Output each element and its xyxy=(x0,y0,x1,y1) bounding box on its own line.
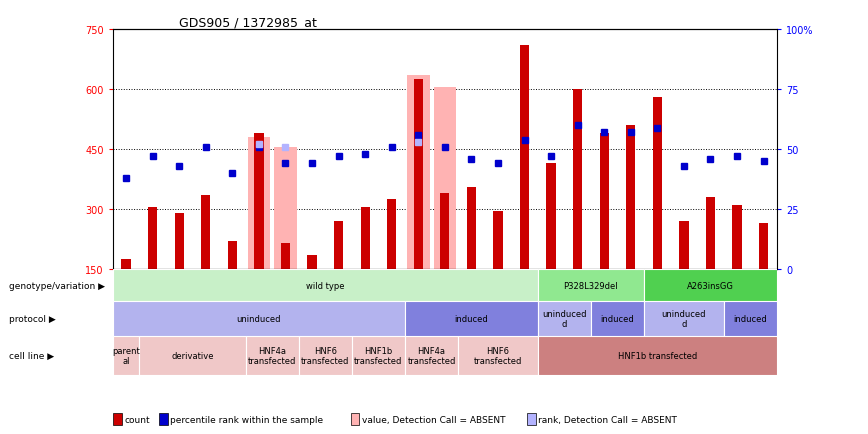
Bar xyxy=(520,46,529,269)
Bar xyxy=(299,336,352,375)
Bar xyxy=(759,224,768,269)
Bar xyxy=(122,259,131,269)
Bar xyxy=(733,205,741,269)
Bar xyxy=(644,269,777,302)
Bar xyxy=(653,98,662,269)
Text: percentile rank within the sample: percentile rank within the sample xyxy=(170,415,323,424)
Bar xyxy=(352,336,405,375)
Bar xyxy=(591,302,644,336)
Bar xyxy=(387,200,397,269)
Bar xyxy=(433,88,457,269)
Text: GDS905 / 1372985_at: GDS905 / 1372985_at xyxy=(180,16,317,29)
Bar xyxy=(113,302,405,336)
Bar xyxy=(174,214,184,269)
Text: derivative: derivative xyxy=(171,352,214,360)
Text: HNF6
transfected: HNF6 transfected xyxy=(301,346,350,365)
Bar xyxy=(247,138,270,269)
Bar xyxy=(405,336,458,375)
Text: uninduced
d: uninduced d xyxy=(542,309,587,329)
Bar xyxy=(600,134,608,269)
Text: uninduced
d: uninduced d xyxy=(661,309,707,329)
Bar xyxy=(644,302,724,336)
Bar xyxy=(274,148,297,269)
Bar xyxy=(680,221,688,269)
Bar xyxy=(140,336,246,375)
Text: genotype/variation ▶: genotype/variation ▶ xyxy=(9,281,105,290)
Bar xyxy=(360,207,370,269)
Bar xyxy=(724,302,777,336)
Bar xyxy=(307,255,317,269)
Text: protocol ▶: protocol ▶ xyxy=(9,315,56,323)
Bar xyxy=(440,194,450,269)
Bar xyxy=(538,336,777,375)
Text: HNF4a
transfected: HNF4a transfected xyxy=(248,346,296,365)
Text: rank, Detection Call = ABSENT: rank, Detection Call = ABSENT xyxy=(538,415,677,424)
Text: A263insGG: A263insGG xyxy=(687,281,734,290)
Text: induced: induced xyxy=(733,315,767,323)
Bar xyxy=(246,336,299,375)
Bar xyxy=(458,336,538,375)
Text: induced: induced xyxy=(455,315,489,323)
Bar xyxy=(467,187,476,269)
Bar xyxy=(334,221,343,269)
Bar xyxy=(113,336,140,375)
Bar xyxy=(281,243,290,269)
Bar xyxy=(547,164,556,269)
Bar xyxy=(113,269,538,302)
Text: cell line ▶: cell line ▶ xyxy=(9,352,54,360)
Bar xyxy=(538,269,644,302)
Text: wild type: wild type xyxy=(306,281,345,290)
Text: parent
al: parent al xyxy=(112,346,140,365)
Bar xyxy=(414,80,423,269)
Bar xyxy=(407,76,430,269)
Text: HNF1b transfected: HNF1b transfected xyxy=(618,352,697,360)
Bar xyxy=(405,302,538,336)
Bar xyxy=(254,134,264,269)
Bar xyxy=(706,197,715,269)
Bar xyxy=(227,241,237,269)
Bar xyxy=(148,207,157,269)
Text: HNF1b
transfected: HNF1b transfected xyxy=(354,346,403,365)
Bar xyxy=(201,195,210,269)
Text: uninduced: uninduced xyxy=(237,315,281,323)
Text: value, Detection Call = ABSENT: value, Detection Call = ABSENT xyxy=(362,415,505,424)
Text: count: count xyxy=(124,415,150,424)
Text: induced: induced xyxy=(601,315,635,323)
Bar xyxy=(626,126,635,269)
Bar xyxy=(573,90,582,269)
Bar xyxy=(538,302,591,336)
Text: HNF4a
transfected: HNF4a transfected xyxy=(407,346,456,365)
Text: P328L329del: P328L329del xyxy=(563,281,618,290)
Bar xyxy=(493,211,503,269)
Text: HNF6
transfected: HNF6 transfected xyxy=(474,346,523,365)
